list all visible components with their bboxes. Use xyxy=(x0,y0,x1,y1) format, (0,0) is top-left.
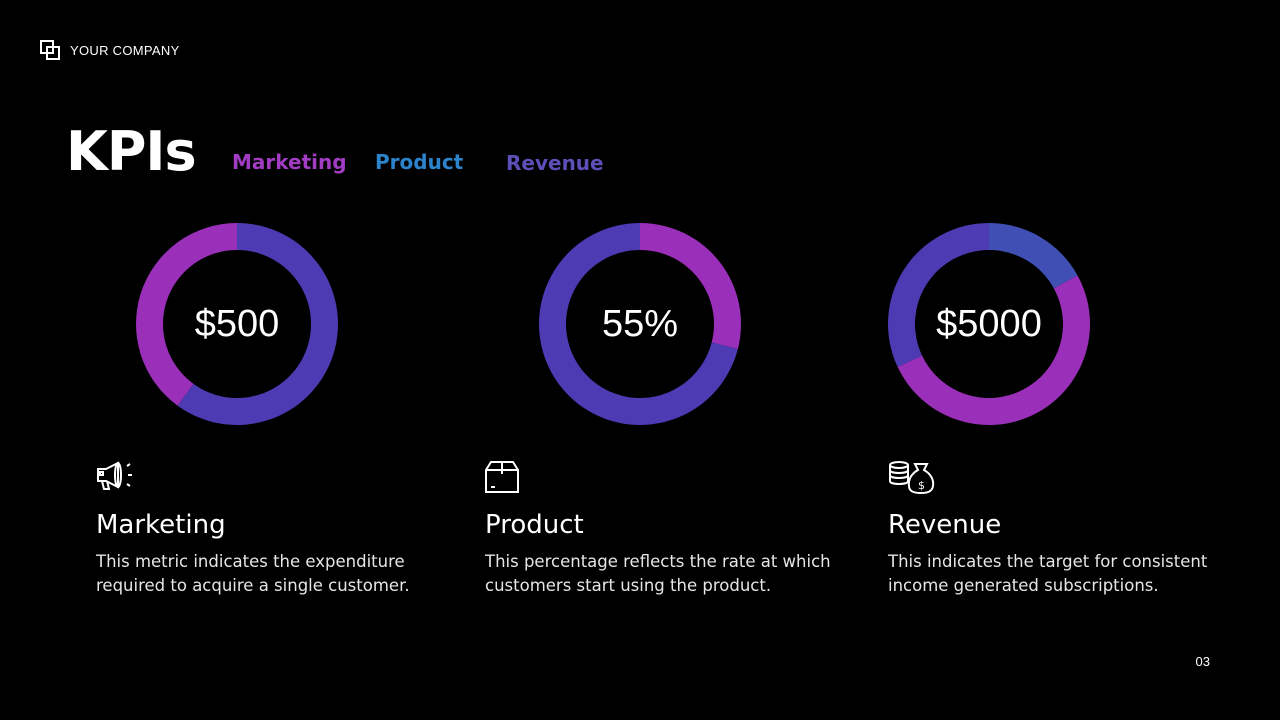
donut-segment-1 xyxy=(989,223,1078,289)
card-marketing: Marketing This metric indicates the expe… xyxy=(96,460,456,598)
card-title: Revenue xyxy=(888,510,1002,540)
donut-chart-marketing: $500 xyxy=(135,222,339,426)
overlapping-squares-icon xyxy=(40,40,60,60)
card-text: This percentage reflects the rate at whi… xyxy=(485,552,831,595)
box-icon xyxy=(485,461,519,493)
card-product: Product This percentage reflects the rat… xyxy=(485,460,845,598)
legend-product: Product xyxy=(375,150,464,174)
card-text: This metric indicates the expenditure re… xyxy=(96,552,410,595)
megaphone-icon xyxy=(97,461,132,490)
card-text: This indicates the target for consistent… xyxy=(888,552,1208,595)
legend-marketing: Marketing xyxy=(232,150,347,174)
brand: YOUR COMPANY xyxy=(40,40,180,60)
donut-center-label: $5000 xyxy=(936,302,1042,345)
donut-chart-revenue: $5000 xyxy=(887,222,1091,426)
company-name: YOUR COMPANY xyxy=(70,42,180,58)
donut-segment-2 xyxy=(136,223,237,406)
card-revenue: $ Revenue This indicates the target for … xyxy=(888,460,1248,598)
legend-revenue: Revenue xyxy=(506,151,604,175)
donut-center-label: 55% xyxy=(601,302,679,345)
donut-center-label: $500 xyxy=(194,302,280,345)
donut-segment-3 xyxy=(888,223,989,368)
card-title: Marketing xyxy=(96,510,226,540)
money-bag-coins-icon: $ xyxy=(889,461,935,495)
page-title: KPIs xyxy=(66,120,197,183)
page-number: 03 xyxy=(1195,654,1210,669)
svg-text:$: $ xyxy=(918,479,925,492)
card-title: Product xyxy=(485,510,584,540)
donut-segment-1 xyxy=(640,223,741,350)
donut-segment-1 xyxy=(177,223,338,425)
donut-segment-2 xyxy=(897,275,1090,426)
donut-chart-product: 55% xyxy=(538,222,742,426)
